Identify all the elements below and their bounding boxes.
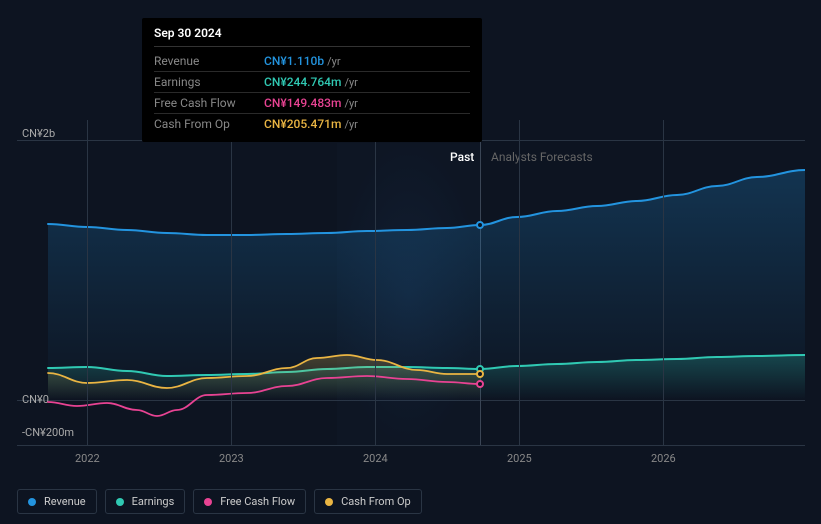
data-point-marker [476, 221, 484, 229]
legend-item-cash-from-op[interactable]: Cash From Op [314, 489, 422, 514]
past-period-highlight [337, 143, 480, 445]
tooltip-row: EarningsCN¥244.764m/yr [154, 72, 470, 93]
tooltip-metric-value: CN¥244.764m [264, 75, 341, 89]
y-axis-label: -CN¥200m [22, 426, 74, 439]
x-axis-label: 2023 [219, 452, 244, 465]
tooltip-metric-label: Free Cash Flow [154, 96, 264, 110]
chart-tooltip: Sep 30 2024 RevenueCN¥1.110b/yrEarningsC… [142, 18, 482, 142]
y-axis-label: CN¥2b [22, 127, 55, 140]
data-point-marker [476, 380, 484, 388]
gridline-year [231, 120, 232, 445]
chart-legend: Revenue Earnings Free Cash Flow Cash From O… [17, 489, 422, 514]
tooltip-row: RevenueCN¥1.110b/yr [154, 51, 470, 72]
legend-dot-icon [325, 498, 333, 506]
tooltip-metric-value: CN¥1.110b [264, 54, 324, 68]
tooltip-metric-unit: /yr [344, 76, 357, 89]
tooltip-metric-unit: /yr [344, 118, 357, 131]
legend-dot-icon [116, 498, 124, 506]
legend-label: Cash From Op [341, 495, 411, 508]
gridline-year [519, 120, 520, 445]
tooltip-date: Sep 30 2024 [154, 26, 470, 47]
legend-item-earnings[interactable]: Earnings [105, 489, 186, 514]
gridline-year [87, 120, 88, 445]
chart-container: CN¥2b CN¥0 -CN¥200m Past Analysts Foreca… [17, 0, 805, 524]
tooltip-metric-unit: /yr [344, 97, 357, 110]
legend-label: Earnings [132, 495, 175, 508]
legend-label: Free Cash Flow [220, 495, 295, 508]
data-point-marker [476, 370, 484, 378]
tooltip-row: Free Cash FlowCN¥149.483m/yr [154, 93, 470, 114]
y-axis-label: CN¥0 [22, 393, 49, 406]
x-axis-label: 2024 [363, 452, 388, 465]
tooltip-metric-label: Cash From Op [154, 117, 264, 131]
x-axis-label: 2022 [75, 452, 100, 465]
legend-item-revenue[interactable]: Revenue [17, 489, 97, 514]
legend-dot-icon [28, 498, 36, 506]
legend-label: Revenue [44, 495, 86, 508]
tooltip-metric-value: CN¥149.483m [264, 96, 341, 110]
tooltip-metric-label: Earnings [154, 75, 264, 89]
section-label-forecast: Analysts Forecasts [491, 150, 593, 164]
section-label-past: Past [450, 150, 474, 164]
legend-item-free-cash-flow[interactable]: Free Cash Flow [193, 489, 306, 514]
legend-dot-icon [204, 498, 212, 506]
x-axis-label: 2025 [507, 452, 532, 465]
gridline-bottom [17, 445, 805, 446]
tooltip-metric-label: Revenue [154, 54, 264, 68]
tooltip-metric-unit: /yr [327, 55, 340, 68]
tooltip-metric-value: CN¥205.471m [264, 117, 341, 131]
tooltip-row: Cash From OpCN¥205.471m/yr [154, 114, 470, 134]
gridline-year [375, 120, 376, 445]
past-forecast-divider [480, 120, 481, 445]
gridline-year [663, 120, 664, 445]
x-axis-label: 2026 [651, 452, 676, 465]
